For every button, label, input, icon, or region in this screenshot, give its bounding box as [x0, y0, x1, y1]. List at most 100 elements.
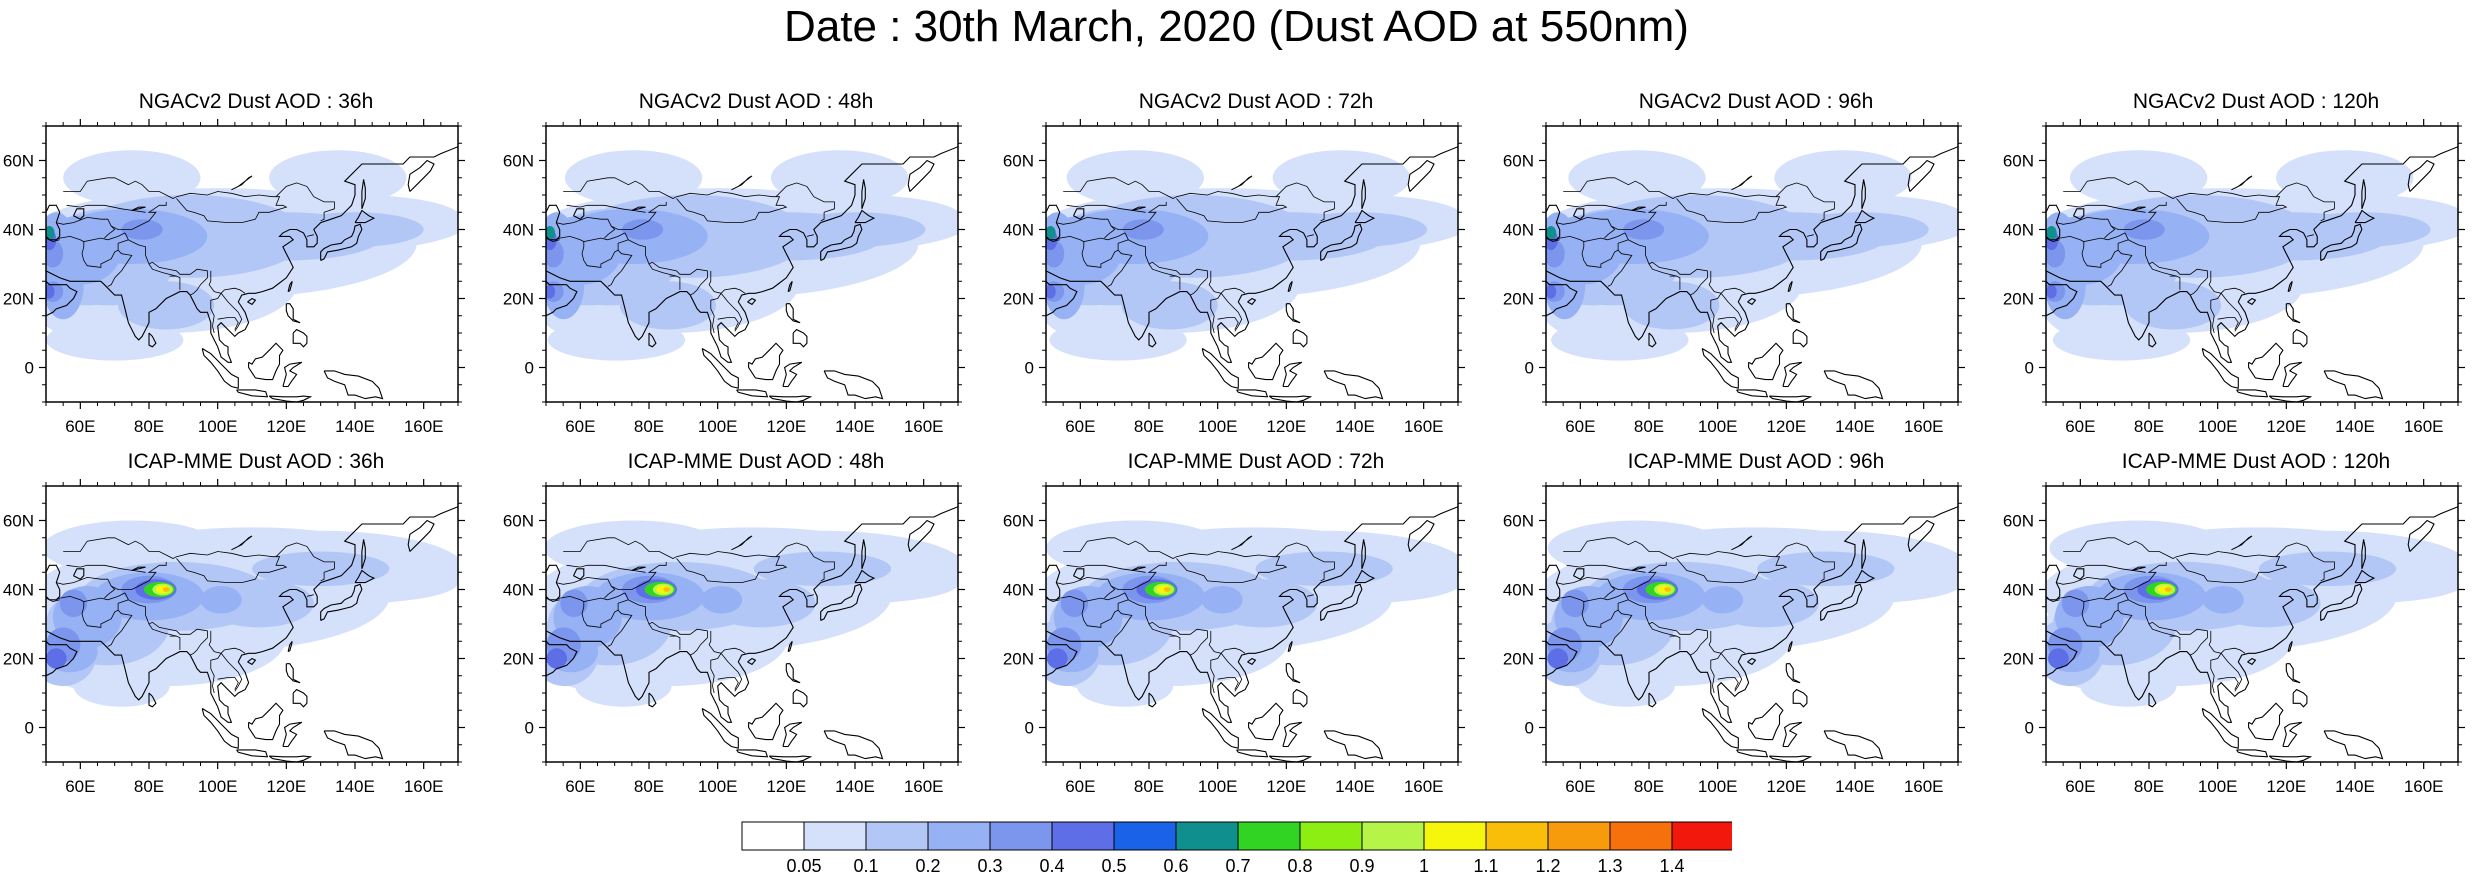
panel-title: ICAP-MME Dust AOD : 120h	[2121, 450, 2391, 473]
coastline	[787, 280, 793, 293]
coastline	[1354, 209, 1376, 224]
lon-tick-label: 160E	[2404, 777, 2444, 796]
country-border	[2056, 595, 2084, 602]
coastline	[1787, 280, 1793, 293]
country-border	[169, 635, 181, 650]
lon-tick-label: 60E	[1065, 777, 1095, 796]
coastline	[1292, 688, 1308, 708]
aod-contour-region	[118, 281, 215, 330]
aod-contour-region	[1702, 586, 1744, 614]
aod-contour-region	[701, 586, 743, 614]
map-plot: 60E 80E 100E 120E 140E 160E 0 20N 40N 60N	[1503, 119, 1965, 436]
coastline	[1546, 640, 1578, 677]
coastline	[2287, 280, 2293, 293]
lon-tick-label: 80E	[634, 777, 664, 796]
coastline	[1407, 519, 1435, 552]
coastline	[1701, 348, 1739, 389]
coastline	[320, 223, 363, 261]
lon-tick-label: 120E	[766, 417, 806, 436]
map-plot: 60E 80E 100E 120E 140E 160E 0 20N 40N 60N	[1003, 479, 1465, 796]
country-border	[806, 594, 814, 597]
country-border	[1056, 595, 1084, 602]
country-border	[556, 216, 650, 230]
lon-tick-label: 100E	[2198, 777, 2238, 796]
coastline	[1736, 749, 1769, 758]
coastline	[1323, 370, 1384, 400]
coastline	[46, 564, 61, 601]
lon-tick-label: 140E	[835, 777, 875, 796]
lon-tick-label: 140E	[1335, 777, 1375, 796]
country-border	[2169, 275, 2181, 290]
lat-tick-label: 60N	[2003, 152, 2034, 171]
coastline	[1046, 280, 1078, 317]
coastline	[747, 657, 757, 666]
colorbar-label: 0.05	[786, 856, 821, 874]
lon-tick-label: 80E	[134, 417, 164, 436]
country-border	[1717, 317, 1739, 330]
coastline	[2236, 749, 2269, 758]
coastline	[1546, 564, 1561, 601]
country-border	[107, 249, 133, 287]
colorbar-swatch	[1299, 821, 1363, 851]
aod-contour-region	[1791, 212, 1929, 247]
country-border	[56, 216, 150, 230]
coastline	[247, 657, 257, 666]
colorbar-label: 0.5	[1101, 856, 1126, 874]
coastline	[2292, 688, 2308, 708]
country-border	[1107, 609, 1133, 647]
lat-tick-label: 20N	[1503, 650, 1534, 669]
lon-tick-label: 140E	[335, 777, 375, 796]
coastline	[46, 280, 78, 317]
coastline	[2073, 568, 2085, 580]
coastline	[1354, 569, 1376, 584]
colorbar-label: 0.4	[1039, 856, 1064, 874]
country-border	[669, 275, 681, 290]
coastline	[785, 303, 801, 324]
coastline	[2407, 519, 2435, 552]
coastline	[2073, 208, 2085, 220]
map-panel: ICAP-MME Dust AOD : 120h 60E 80E 100E 120E 14…	[2000, 450, 2473, 850]
map-plot: 60E 80E 100E 120E 140E 160E 0 20N 40N 60N	[2003, 119, 2465, 436]
country-border	[1607, 609, 1633, 647]
coastline	[201, 348, 239, 389]
coastline	[1823, 370, 1884, 400]
colorbar-swatch	[1175, 821, 1239, 851]
coastline	[2201, 348, 2239, 389]
lake-outline	[2231, 535, 2253, 551]
lon-tick-label: 120E	[2266, 777, 2306, 796]
coastline	[285, 663, 301, 684]
lon-tick-label: 120E	[1766, 777, 1806, 796]
coastline	[1768, 395, 1813, 402]
country-border	[806, 234, 814, 237]
coastline	[546, 280, 578, 317]
coastline	[73, 568, 85, 580]
country-border	[1775, 182, 1835, 222]
country-border	[1056, 235, 1084, 242]
country-border	[1720, 653, 1743, 692]
country-border	[720, 293, 743, 332]
lat-tick-label: 0	[1025, 359, 1034, 378]
coastline	[748, 342, 784, 381]
country-border	[1546, 237, 1560, 243]
aod-contour-region	[200, 586, 242, 614]
lon-tick-label: 160E	[1904, 417, 1944, 436]
map-plot: 60E 80E 100E 120E 140E 160E 0 20N 40N 60N	[3, 479, 465, 796]
coastline	[2046, 146, 2458, 363]
country-border	[1066, 564, 1146, 573]
country-border	[1275, 542, 1335, 582]
country-border	[1806, 234, 1814, 237]
aod-contour-region	[560, 589, 588, 618]
aod-contour-region	[1121, 281, 1218, 330]
lake-outline	[131, 566, 146, 571]
coastline	[1073, 208, 1085, 220]
dust-aod-field	[46, 486, 458, 762]
country-border	[2063, 537, 2288, 584]
country-border	[581, 592, 629, 628]
lat-tick-label: 0	[1025, 719, 1034, 738]
country-border	[208, 270, 246, 294]
lat-tick-label: 0	[2025, 359, 2034, 378]
coastline	[2407, 159, 2435, 192]
country-border	[566, 564, 646, 573]
aod-contour-region	[547, 319, 686, 361]
coastline	[1854, 209, 1876, 224]
